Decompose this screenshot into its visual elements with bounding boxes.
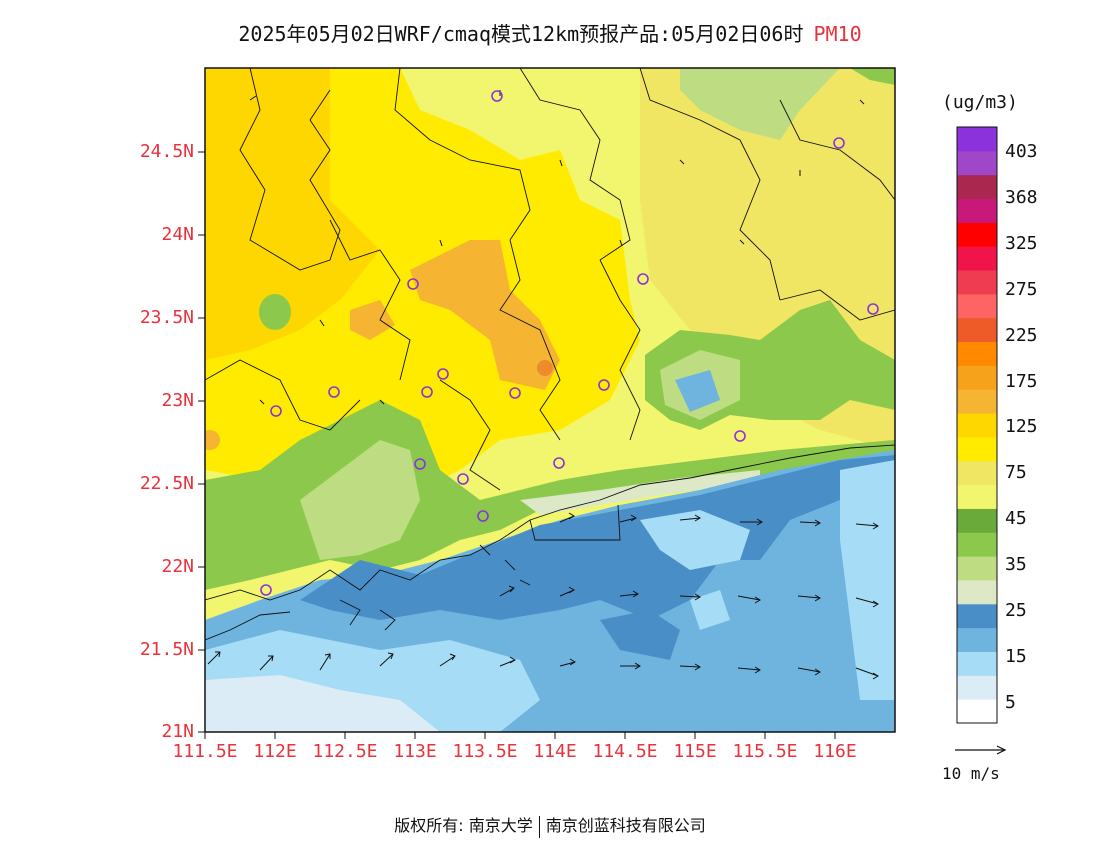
map-frame — [204, 67, 896, 733]
colorbar-segment — [957, 675, 997, 700]
colorbar-frame — [956, 126, 998, 724]
colorbar-segment — [957, 341, 997, 366]
colorbar-segment — [957, 436, 997, 462]
field-pale-coast — [520, 470, 760, 515]
colorbar-segment — [957, 460, 997, 486]
lon-label-115: 115E — [673, 741, 717, 762]
lon-label-114: 114E — [533, 741, 577, 762]
colorbar-segment — [957, 699, 997, 724]
colorbar-label-368: 368 — [1005, 187, 1038, 208]
colorbar-label-35: 35 — [1005, 554, 1027, 575]
lon-label-111-5: 111.5E — [172, 741, 238, 762]
colorbar-label-75: 75 — [1005, 462, 1027, 483]
colorbar-segment — [957, 532, 997, 557]
field-orange-dot — [537, 360, 553, 376]
lat-label-22-5: 22.5N — [139, 473, 194, 494]
colorbar-label-25: 25 — [1005, 600, 1027, 621]
colorbar-segment — [957, 365, 997, 390]
colorbar-label-403: 403 — [1005, 141, 1038, 162]
field-lightgreen-delta — [300, 440, 420, 560]
field-ocean-light-east — [840, 460, 895, 700]
field-orange-edge — [205, 430, 220, 450]
lon-label-114-5: 114.5E — [592, 741, 658, 762]
wind-vectors — [207, 90, 879, 680]
field-ocean-pale-sw — [205, 675, 440, 732]
colorbar-label-175: 175 — [1005, 371, 1038, 392]
colorbar-segment — [957, 484, 997, 509]
lat-label-24: 24N — [161, 224, 194, 245]
colorbar-segment — [957, 270, 997, 295]
axis-ticks — [198, 151, 836, 739]
colorbar-label-325: 325 — [1005, 233, 1038, 254]
colorbar-segment — [957, 389, 997, 414]
field-blue-reservoir — [675, 370, 720, 412]
colorbar-segment — [957, 579, 997, 605]
lat-label-23-5: 23.5N — [139, 307, 194, 328]
lat-label-24-5: 24.5N — [139, 141, 194, 162]
field-ocean-dark — [300, 455, 895, 620]
lon-label-116: 116E — [813, 741, 857, 762]
field-ocean-light-mid — [640, 510, 750, 570]
lon-label-112-5: 112.5E — [312, 741, 378, 762]
lon-label-113: 113E — [393, 741, 437, 762]
chart-title: 2025年05月02日WRF/cmaq模式12km预报产品:05月02日06时 P… — [0, 18, 1100, 47]
footer-copyright: 版权所有: 南京大学 — [394, 816, 533, 835]
colorbar-segment — [957, 556, 997, 581]
colorbar-label-225: 225 — [1005, 325, 1038, 346]
colorbar-segment — [957, 508, 997, 533]
colorbar — [957, 127, 997, 724]
colorbar-segment — [957, 293, 997, 319]
colorbar-segment — [957, 246, 997, 271]
footer: 版权所有: 南京大学 南京创蓝科技有限公司 — [0, 812, 1100, 838]
lat-label-22: 22N — [161, 556, 194, 577]
title-main: 2025年05月02日WRF/cmaq模式12km预报产品:05月02日06时 — [238, 22, 804, 46]
field-green-ne — [680, 68, 840, 140]
lon-label-113-5: 113.5E — [452, 741, 518, 762]
colorbar-label-45: 45 — [1005, 508, 1027, 529]
lat-label-21-5: 21.5N — [139, 639, 194, 660]
wind-legend-label: 10 m/s — [942, 764, 1000, 783]
colorbar-unit: (ug/m3) — [942, 92, 1018, 113]
colorbar-label-125: 125 — [1005, 416, 1038, 437]
boundary-lines — [205, 68, 895, 641]
lon-label-115-5: 115.5E — [732, 741, 798, 762]
footer-separator — [538, 815, 540, 838]
colorbar-segment — [957, 222, 997, 247]
colorbar-segment — [957, 150, 997, 176]
colorbar-segment — [957, 651, 997, 676]
colorbar-segment — [957, 603, 997, 629]
colorbar-segment — [957, 627, 997, 652]
field-green-patch — [259, 294, 291, 330]
colorbar-label-5: 5 — [1005, 692, 1016, 713]
colorbar-segment — [957, 317, 997, 343]
colorbar-segment — [957, 198, 997, 223]
field-green-ne2 — [850, 68, 895, 85]
wind-legend-arrow — [955, 745, 1007, 755]
field-ocean-dark2 — [600, 610, 680, 660]
field-orange-small — [350, 300, 395, 340]
colorbar-segment — [957, 127, 997, 152]
colorbar-label-15: 15 — [1005, 646, 1027, 667]
title-variable: PM10 — [813, 22, 862, 46]
field-gold-north — [205, 68, 380, 360]
footer-company: 南京创蓝科技有限公司 — [545, 816, 706, 835]
lon-label-112: 112E — [253, 741, 297, 762]
lat-label-21: 21N — [161, 721, 194, 742]
station-markers — [260, 90, 879, 596]
field-ocean-light-spot — [690, 590, 730, 630]
colorbar-segment — [957, 413, 997, 438]
pm10-field — [205, 68, 895, 732]
colorbar-segment — [957, 174, 997, 200]
colorbar-label-275: 275 — [1005, 279, 1038, 300]
field-orange-center — [410, 240, 560, 390]
lat-label-23: 23N — [161, 390, 194, 411]
